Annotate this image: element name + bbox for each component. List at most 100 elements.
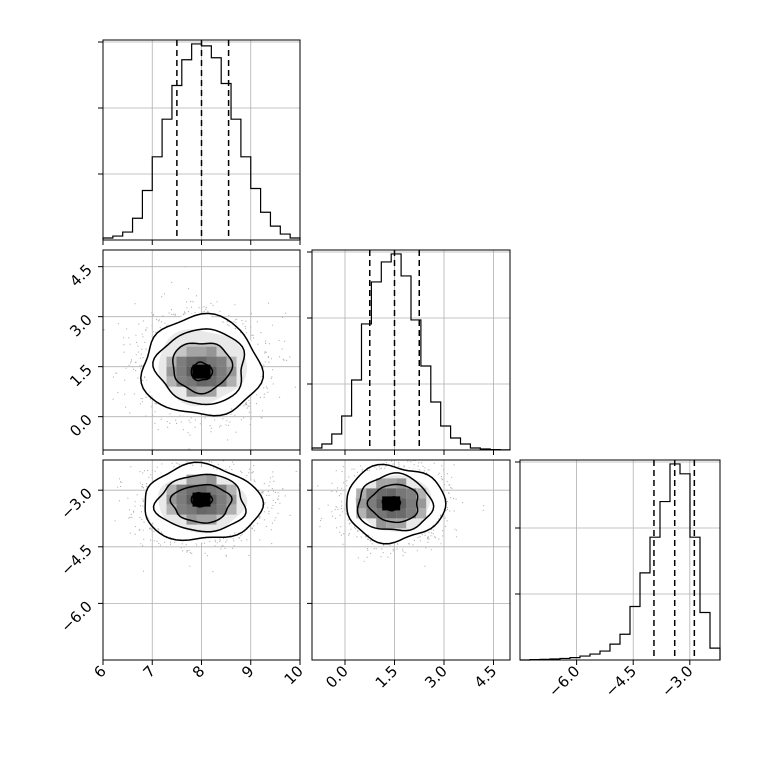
param-3-vs-param-1-density-cell xyxy=(206,484,217,495)
param-2-vs-param-1-ytick-label: 3.0 xyxy=(66,311,96,341)
param-3-vs-param-2-density-cell xyxy=(366,498,377,509)
param-3-vs-param-1-plot-area xyxy=(103,460,300,660)
param-3-vs-param-2-density-cell xyxy=(416,488,427,499)
param-3-vs-param-2-density-cell xyxy=(356,498,367,509)
param-3-vs-param-2-density-cell xyxy=(376,498,387,509)
param-2-vs-param-1-density-cell xyxy=(176,376,187,387)
param-3-vs-param-1-density-cell xyxy=(186,474,197,485)
param-3-vs-param-1-density-cell xyxy=(226,484,237,495)
param-3-vs-param-1-density-peak xyxy=(192,492,211,507)
param-2-vs-param-1-density-cell xyxy=(166,366,177,377)
param-3-vs-param-2-contour-line xyxy=(366,483,419,524)
param-3-vs-param-1-density-cell xyxy=(206,504,217,515)
param-3-vs-param-2-density-cell xyxy=(396,478,407,489)
param-3-vs-param-2-density-cell xyxy=(396,498,407,509)
param-3-vs-param-1-density-cell xyxy=(196,504,207,515)
param-2-vs-param-1-density-cell xyxy=(186,346,197,357)
param-3-vs-param-1-ytick-label: −3.0 xyxy=(57,484,95,522)
param-3-vs-param-1-ytick-label: −4.5 xyxy=(57,541,95,579)
param-2-vs-param-1-density-cell xyxy=(216,376,227,387)
param-3-vs-param-1-xtick-label: 7 xyxy=(140,662,159,681)
param-2-vs-param-1-density-cell xyxy=(176,356,187,367)
param-3-vs-param-1-contour-line xyxy=(152,473,247,533)
param-3-vs-param-2-density-cell xyxy=(386,508,397,519)
param-3-vs-param-2-xtick-label: 1.5 xyxy=(372,662,402,692)
param-2-vs-param-1-contour-line xyxy=(190,361,214,382)
param-3-vs-param-2-density-cell xyxy=(386,478,397,489)
param-3-vs-param-2-xtick-label: 4.5 xyxy=(471,662,501,692)
param-3-vs-param-1-contour-line xyxy=(169,483,233,524)
param-3-vs-param-1-density-cell xyxy=(186,504,197,515)
param-3-vs-param-1-density-cell xyxy=(186,514,197,525)
param-2-vs-param-1-ytick-label: 4.5 xyxy=(66,261,96,291)
param-3-vs-param-2-contour-line xyxy=(356,472,435,532)
param-3-vs-param-1-density-cell xyxy=(166,484,177,495)
param-3-vs-param-2-density-cell xyxy=(376,518,387,529)
param-3-vs-param-2-density-peak xyxy=(382,496,401,511)
param-2-marginal-histogram-bars xyxy=(311,253,511,451)
param-2-vs-param-1-plot-area xyxy=(103,250,300,450)
param-3-vs-param-2-density-cell xyxy=(396,518,407,529)
param-3-vs-param-1-contour-line xyxy=(190,492,214,508)
param-3-vs-param-1-xtick-label: 9 xyxy=(238,662,257,681)
param-3-vs-param-2-density-cell xyxy=(406,488,417,499)
param-3-vs-param-1-contour-line xyxy=(144,461,265,542)
param-3-vs-param-2-contour-line xyxy=(381,496,402,512)
param-3-vs-param-2-density-cell xyxy=(416,508,427,519)
param-3-vs-param-2-density-cell xyxy=(416,498,427,509)
param-2-marginal-frame xyxy=(311,249,511,451)
param-3-vs-param-1-density-cell xyxy=(206,514,217,525)
param-3-vs-param-1-xtick-label: 10 xyxy=(281,662,307,688)
param-2-vs-param-1-density-cell xyxy=(186,356,197,367)
param-3-vs-param-2-plot-area xyxy=(312,460,510,660)
param-2-vs-param-1-density-cell xyxy=(206,376,217,387)
param-3-vs-param-1-density-cell xyxy=(196,514,207,525)
param-3-vs-param-2-density-cell xyxy=(376,488,387,499)
param-2-vs-param-1-ytick-label: 1.5 xyxy=(66,361,96,391)
param-3-vs-param-1-density-cell xyxy=(226,504,237,515)
param-3-vs-param-2-density-cell xyxy=(366,508,377,519)
param-2-vs-param-1-density-cell xyxy=(206,346,217,357)
param-3-vs-param-1-density-cell xyxy=(166,494,177,505)
param-3-vs-param-2-density-cell xyxy=(376,508,387,519)
param-2-vs-param-1-density-cell xyxy=(226,376,237,387)
param-3-vs-param-2-density-cell xyxy=(406,498,417,509)
param-3-vs-param-1-density-cell xyxy=(196,474,207,485)
param-2-vs-param-1-density-cell xyxy=(206,356,217,367)
param-2-vs-param-1-contour-line xyxy=(140,312,265,417)
param-2-vs-param-1-density-cell xyxy=(206,386,217,397)
param-3-vs-param-2-xtick-label: 0.0 xyxy=(322,662,352,692)
param-2-vs-param-1-density-cell xyxy=(196,376,207,387)
param-3-vs-param-1-density-cell xyxy=(196,484,207,495)
param-3-vs-param-2-xtick-label: 3.0 xyxy=(421,662,451,692)
param-3-marginal-xtick-label: −3.0 xyxy=(658,662,696,700)
param-2-vs-param-1-density-cell xyxy=(216,366,227,377)
param-3-vs-param-2-density-cell xyxy=(386,488,397,499)
param-3-vs-param-1-density-cell xyxy=(176,494,187,505)
param-3-marginal-histogram-bars xyxy=(520,463,721,661)
param-2-vs-param-1-contour-line xyxy=(172,342,234,395)
param-3-vs-param-1-xtick-label: 8 xyxy=(189,662,208,681)
param-3-vs-param-2-density-cell xyxy=(406,508,417,519)
param-2-vs-param-1-ytick-label: 0.0 xyxy=(66,411,96,441)
param-3-vs-param-1-ytick-label: −6.0 xyxy=(57,597,95,635)
param-2-vs-param-1-density-cell xyxy=(196,386,207,397)
param-3-vs-param-2-density-cell xyxy=(366,488,377,499)
param-3-vs-param-2-density-cell xyxy=(356,508,367,519)
param-2-vs-param-1-density-cell xyxy=(166,356,177,367)
param-3-vs-param-1-density-cell xyxy=(206,494,217,505)
param-2-vs-param-1-density-cell xyxy=(196,346,207,357)
param-3-vs-param-1-density-cell xyxy=(206,474,217,485)
param-2-vs-param-1-density-cell xyxy=(186,386,197,397)
param-2-vs-param-1-density-cell xyxy=(166,376,177,387)
param-3-vs-param-1-density-cell xyxy=(216,494,227,505)
param-3-vs-param-1-density-cell xyxy=(176,504,187,515)
param-2-vs-param-1-density-cell xyxy=(206,366,217,377)
param-3-vs-param-2-density-cell xyxy=(396,488,407,499)
param-3-vs-param-1-xtick-label: 6 xyxy=(90,662,109,681)
param-3-vs-param-2-contour-line xyxy=(346,463,447,545)
param-3-vs-param-2-density-cell xyxy=(376,478,387,489)
param-2-vs-param-1-density-cell xyxy=(186,376,197,387)
param-3-marginal-frame xyxy=(519,459,721,661)
